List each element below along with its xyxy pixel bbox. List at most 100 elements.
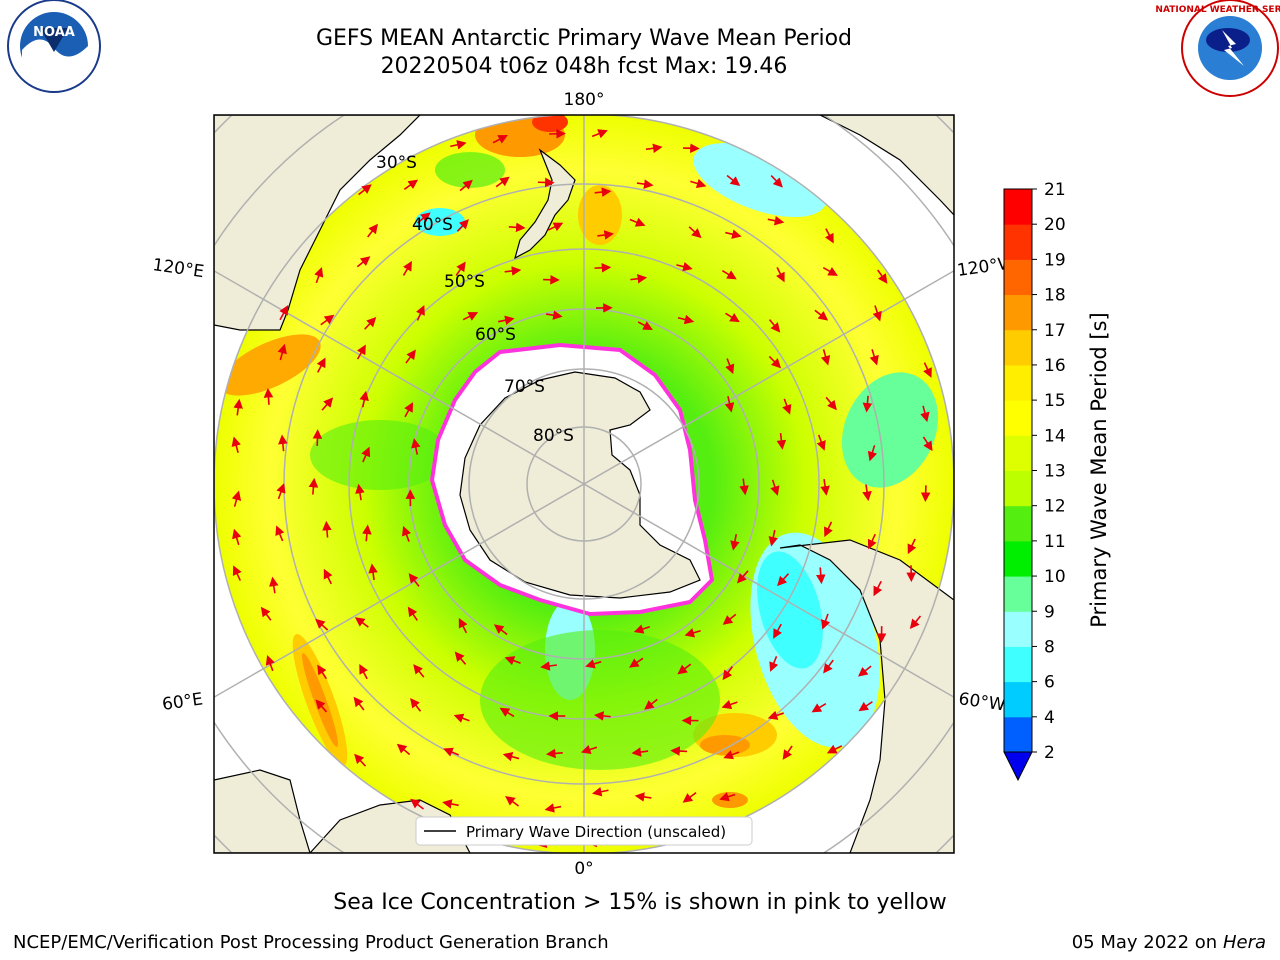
wave-arrow [359, 664, 368, 680]
colorbar-extend-triangle [1003, 751, 1033, 782]
lat-label-60s: 60°S [475, 325, 516, 345]
lon-label-60e: 60°E [161, 689, 204, 714]
wave-arrow [356, 344, 366, 360]
wave-arrow [356, 256, 371, 268]
wave-arrow [411, 438, 421, 455]
wave-arrow [867, 533, 877, 550]
wave-arrow [358, 184, 372, 196]
wave-arrow [367, 223, 378, 238]
wave-arrow [315, 618, 329, 631]
wave-arrow [597, 230, 614, 240]
colorbar-segment [1004, 681, 1032, 718]
wave-arrow [407, 606, 418, 621]
wave-arrow [634, 792, 652, 802]
lon-label-0: 0° [574, 859, 593, 879]
antarctica [459, 371, 701, 599]
lon-label-180: 180° [564, 90, 605, 110]
wave-arrow [498, 315, 515, 325]
wave-arrow [260, 606, 272, 621]
wave-arrow [767, 215, 785, 226]
madagascar [214, 769, 311, 853]
wave-arrow [279, 305, 289, 321]
wave-arrow [690, 178, 707, 189]
south-pacific-islands [819, 115, 954, 216]
wave-arrow [858, 701, 873, 712]
lat-label-80s: 80°S [533, 426, 574, 446]
wave-arrow [821, 613, 831, 630]
wave-arrow [495, 176, 510, 188]
wave-arrow [776, 433, 787, 450]
wave-arrow [644, 698, 658, 710]
wave-arrow [725, 312, 740, 323]
wave-arrow [231, 490, 242, 507]
wave-arrow [629, 217, 646, 227]
wave-arrow [442, 799, 459, 809]
wave-arrow [862, 395, 873, 413]
wave-arrow [544, 803, 562, 813]
wave-arrow [396, 743, 411, 756]
wave-arrow [276, 483, 286, 500]
colorbar-segment [1004, 435, 1032, 471]
wave-arrow [688, 226, 702, 239]
colorbar-segment [1004, 329, 1032, 366]
wave-arrow [354, 753, 367, 767]
wave-arrow [823, 659, 834, 674]
colorbar-title: Primary Wave Mean Period [s] [1087, 312, 1111, 628]
colorbar-segment [1004, 400, 1032, 436]
wave-arrow [770, 174, 783, 188]
wave-arrow [591, 129, 608, 139]
wave-arrow [545, 748, 563, 759]
wave-arrow [458, 617, 468, 634]
wave-arrow [362, 524, 372, 542]
wave-arrow [858, 665, 872, 677]
wave-direction-arrows [231, 129, 933, 848]
colorbar-segment [1004, 189, 1032, 225]
colorbar: 2 4 6 8 9 10 11 12 13 14 15 16 17 18 19 20 21 [1003, 180, 1066, 782]
colorbar-tick-label: 12 [1044, 497, 1066, 517]
wave-arrow [631, 747, 649, 757]
wave-arrow [920, 405, 930, 423]
australia [214, 115, 421, 331]
wave-arrow [402, 260, 412, 276]
wave-arrow [493, 624, 508, 636]
wave-arrow [677, 663, 692, 675]
wave-arrow [726, 174, 741, 186]
wave-arrow [364, 316, 377, 330]
wave-arrow [455, 261, 466, 276]
wave-arrow [922, 436, 933, 452]
wave-arrow [410, 798, 425, 810]
wave-arrow [456, 219, 469, 232]
wave-arrow [361, 446, 371, 463]
wave-arrow [450, 140, 467, 150]
wave-arrow [777, 573, 790, 587]
colorbar-segment [1004, 646, 1032, 683]
noaa-logo: NOAA [7, 0, 101, 93]
wave-arrow [768, 529, 778, 547]
map-area: 30°S 40°S 50°S 60°S 70°S 80°S Primary Wa… [214, 115, 954, 853]
colorbar-segment [1004, 364, 1032, 401]
colorbar-segment [1004, 224, 1032, 260]
wave-arrow [323, 568, 333, 585]
wave-arrow [580, 744, 598, 755]
colorbar-tick-label: 10 [1044, 567, 1066, 587]
wave-arrow [402, 525, 412, 542]
wave-arrow [630, 273, 648, 284]
map-frame [213, 114, 955, 854]
colorbar-tick-label: 11 [1044, 532, 1066, 552]
wave-arrow [907, 538, 917, 555]
wave-arrow [410, 698, 422, 712]
colorbar-tick-label: 14 [1044, 426, 1066, 446]
wave-arrow [684, 628, 701, 638]
colorbar-tick-label: 18 [1044, 286, 1066, 306]
wave-arrow [368, 563, 378, 581]
wave-arrow [277, 343, 287, 361]
wave-arrow [814, 309, 829, 321]
wave-arrow [723, 750, 740, 760]
wave-arrow [462, 312, 479, 321]
land-masses [214, 115, 954, 853]
wave-arrow [404, 402, 414, 418]
wave-arrow [636, 179, 654, 189]
wave-arrow [408, 573, 420, 587]
wave-arrow [867, 445, 878, 462]
colorbar-segment [1004, 611, 1032, 647]
